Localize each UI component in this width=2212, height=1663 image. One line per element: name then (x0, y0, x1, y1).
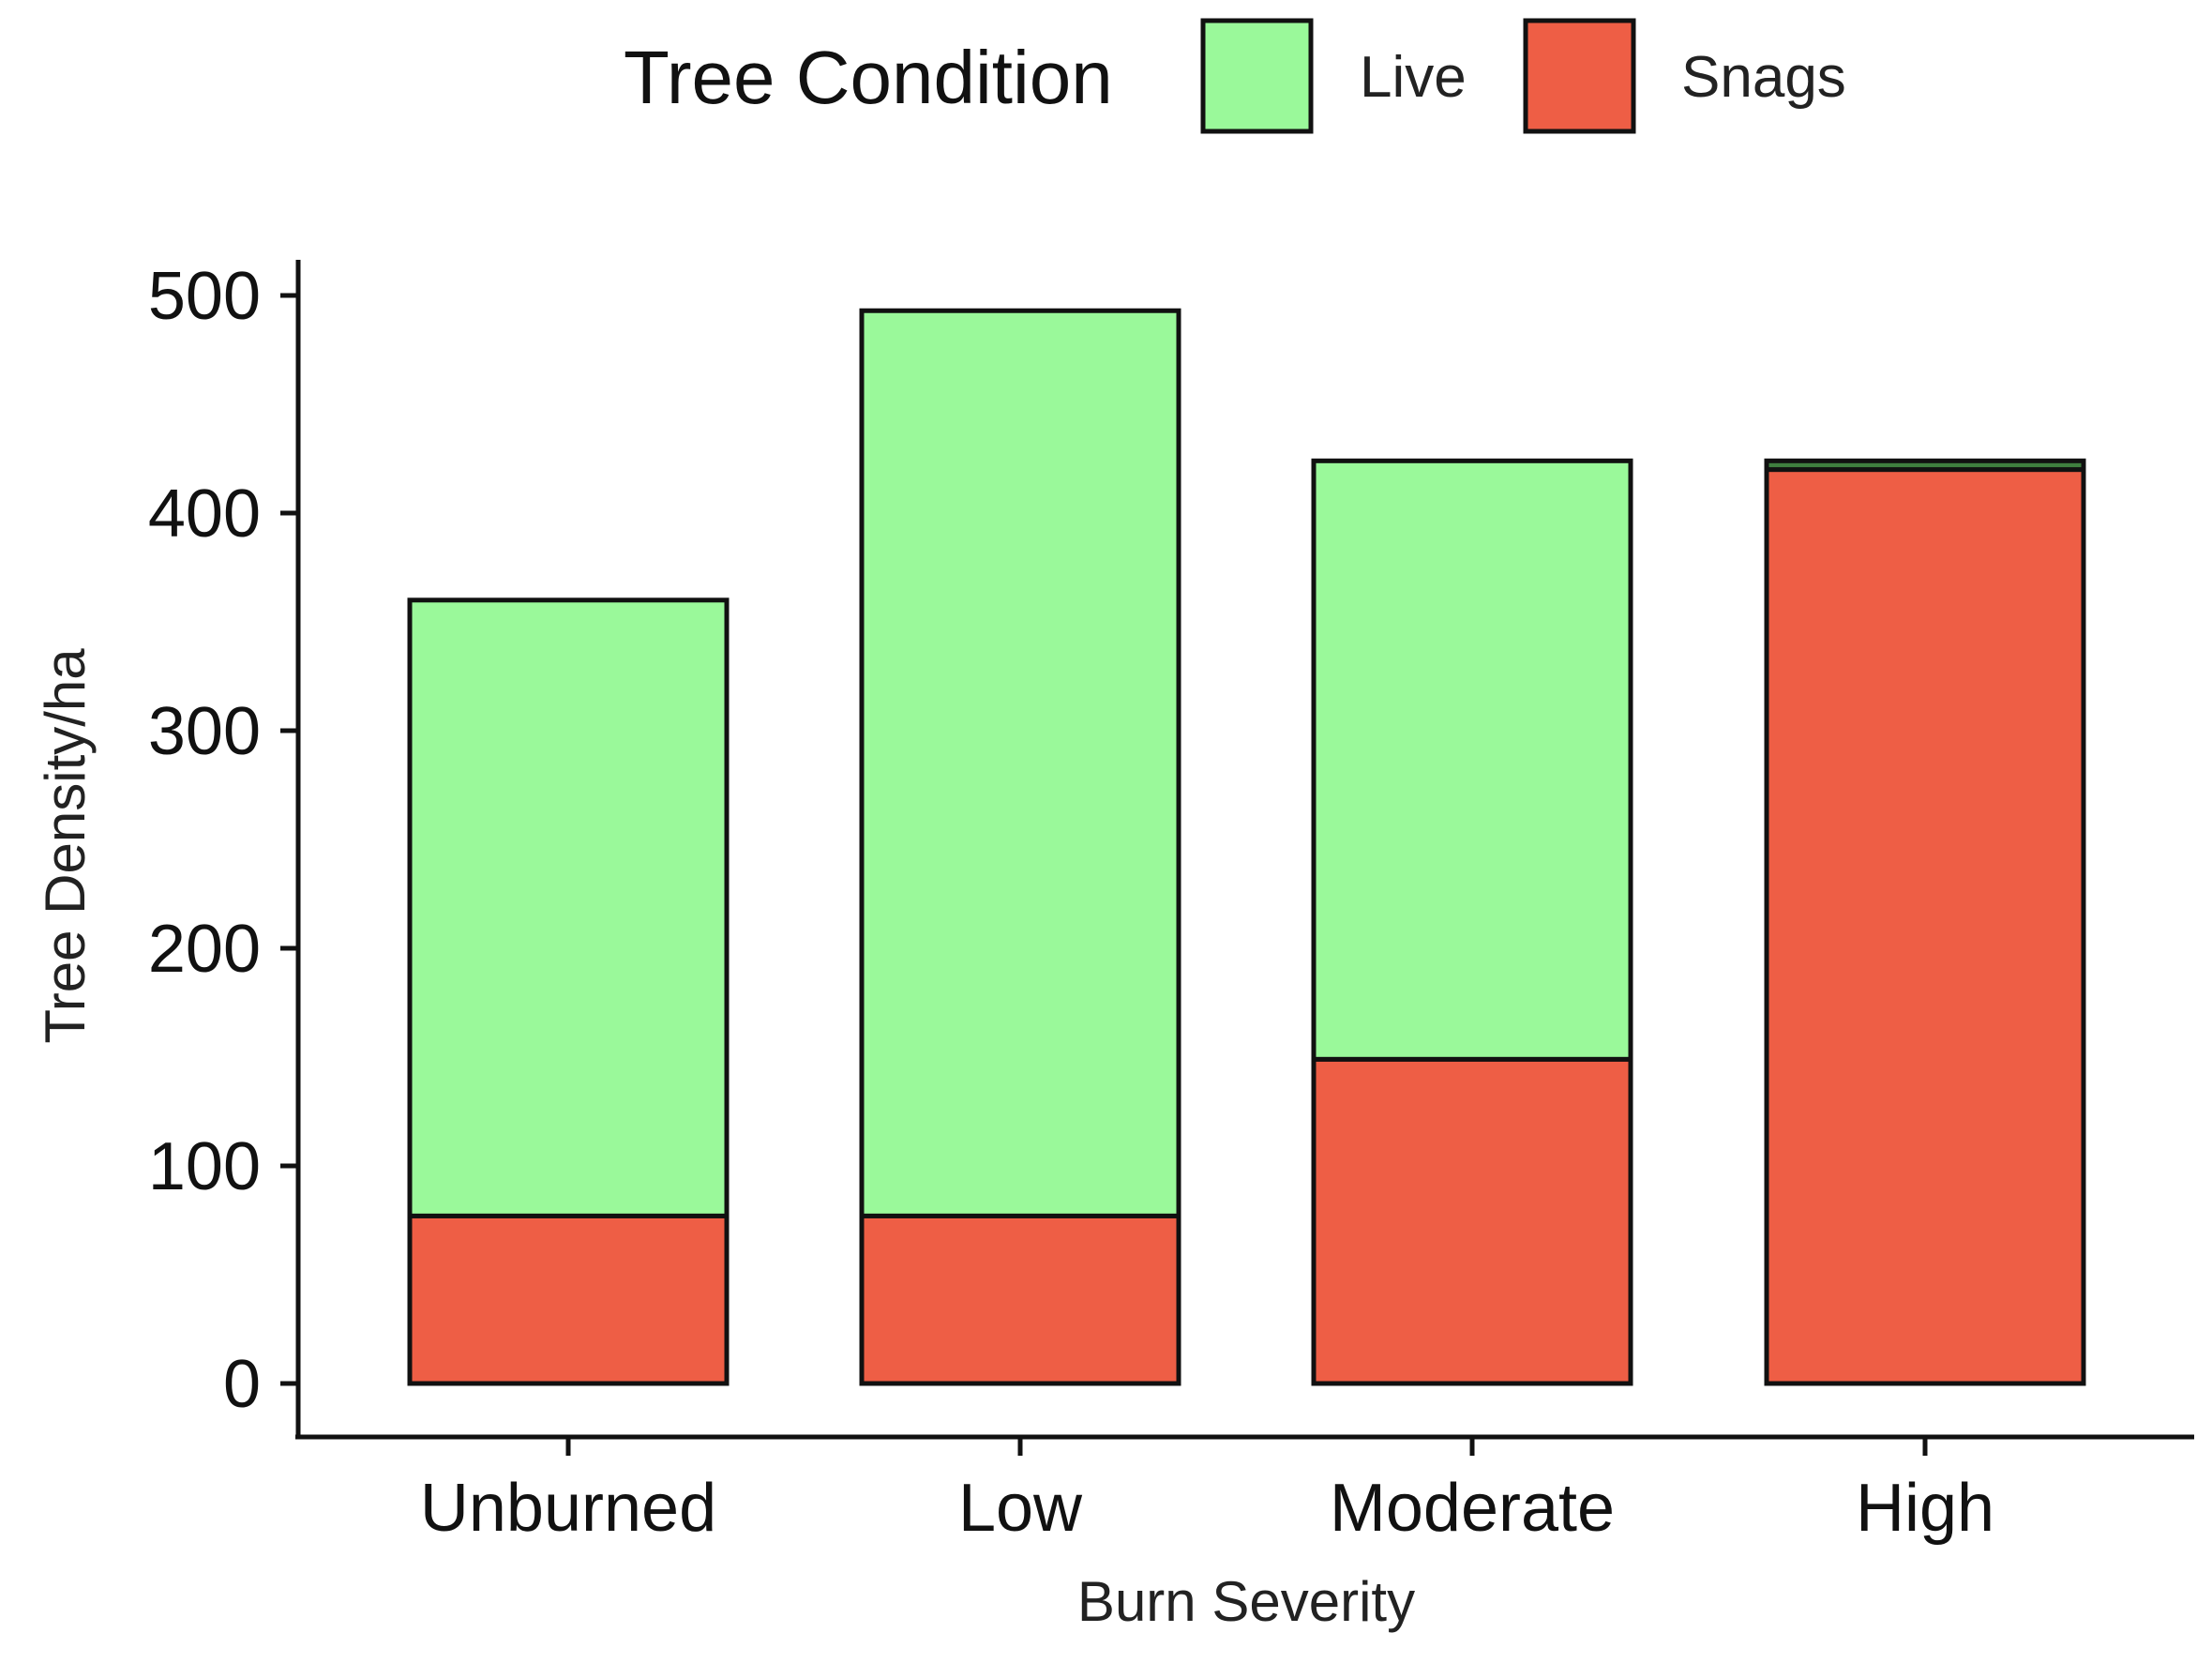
y-tick-label: 0 (223, 1347, 261, 1422)
bar-live-moderate (1311, 458, 1633, 1062)
legend-title: Tree Condition (624, 36, 1113, 119)
y-tick-label: 300 (148, 694, 261, 769)
bar-snags-moderate (1311, 1056, 1633, 1386)
legend: Tree Condition Live Snags (624, 18, 1846, 134)
legend-label-snags: Snags (1681, 45, 1846, 110)
y-axis-title: Tree Density/ha (34, 648, 97, 1044)
bar-live-unburned (407, 597, 730, 1218)
bar-snags-low (859, 1213, 1181, 1386)
x-tick-label: Unburned (420, 1471, 716, 1546)
x-axis-title: Burn Severity (1077, 1570, 1415, 1633)
bars-group (407, 308, 2086, 1386)
x-tick-label: Moderate (1330, 1471, 1615, 1546)
legend-swatch-snags (1523, 18, 1636, 134)
bar-live-high (1764, 458, 2086, 473)
x-tick-label: Low (958, 1471, 1083, 1546)
bar-live-low (859, 308, 1181, 1218)
y-tick-label: 500 (148, 259, 261, 334)
y-tick-label: 200 (148, 912, 261, 987)
x-ticks-group: Unburned Low Moderate High (420, 1437, 1994, 1546)
legend-swatch-live (1200, 18, 1314, 134)
y-ticks-group: 0 100 200 300 400 500 (148, 259, 298, 1422)
x-tick-label: High (1856, 1471, 1994, 1546)
bar-snags-unburned (407, 1213, 730, 1386)
bar-snags-high (1764, 467, 2086, 1386)
y-tick-label: 100 (148, 1129, 261, 1204)
y-tick-label: 400 (148, 476, 261, 552)
legend-label-live: Live (1360, 45, 1467, 110)
axes (295, 260, 2194, 1440)
